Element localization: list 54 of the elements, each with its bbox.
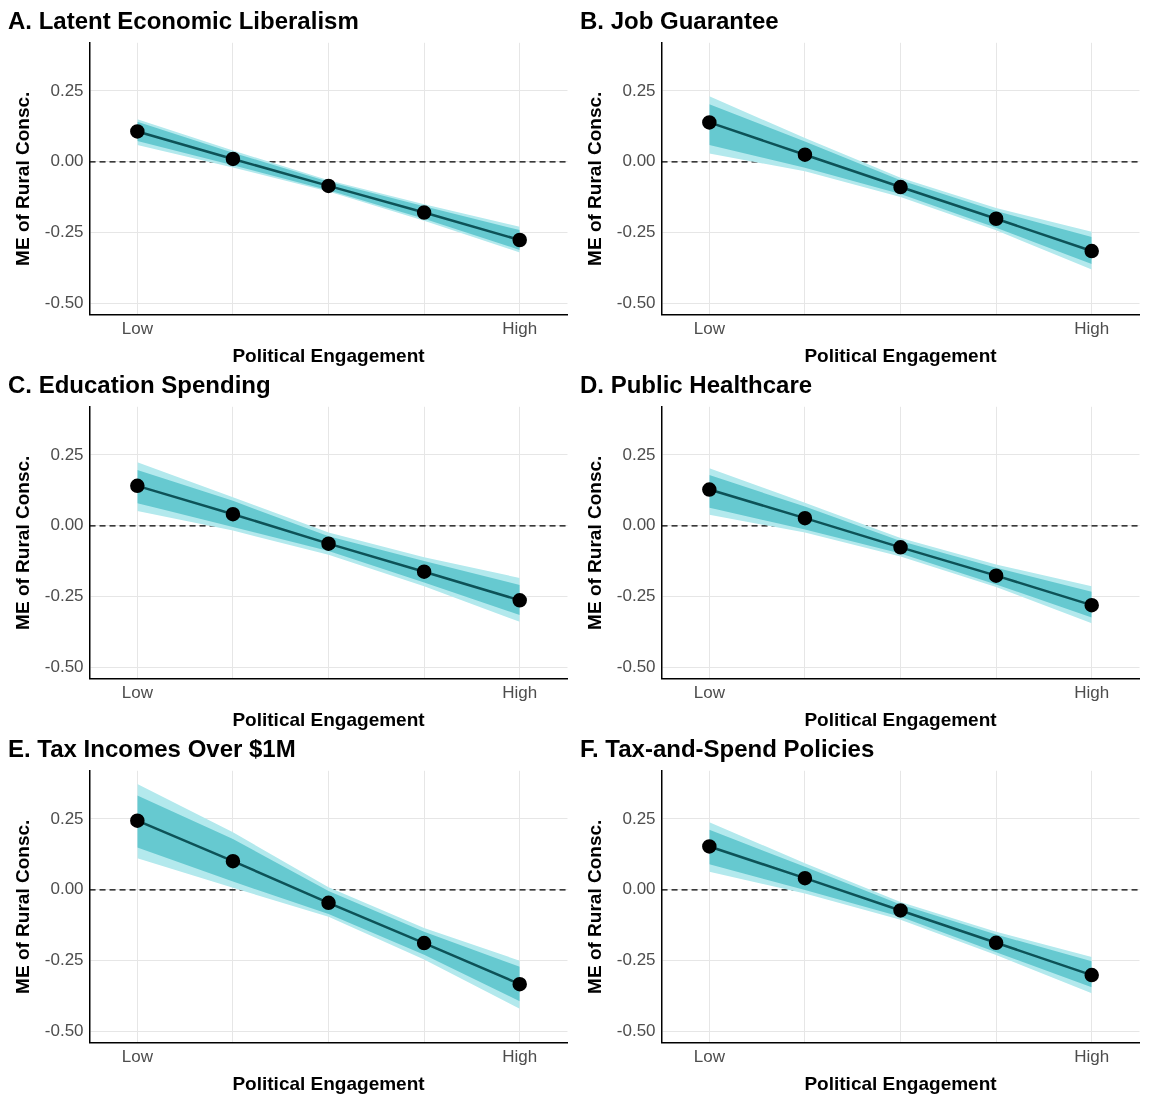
x-axis-title: Political Engagement bbox=[804, 708, 998, 730]
x-tick-label: High bbox=[1074, 1046, 1110, 1066]
y-tick-label: -0.50 bbox=[616, 1021, 656, 1041]
chart-title: F. Tax-and-Spend Policies bbox=[580, 735, 875, 763]
y-tick-label: 0.25 bbox=[50, 80, 84, 100]
y-tick-label: 0.00 bbox=[622, 879, 656, 899]
y-tick-label: 0.00 bbox=[50, 515, 84, 535]
y-tick-label: -0.50 bbox=[44, 657, 84, 677]
x-tick-label: Low bbox=[693, 1046, 726, 1066]
y-axis-title: ME of Rural Consc. bbox=[583, 91, 605, 266]
y-tick-label: 0.25 bbox=[622, 444, 656, 464]
y-axis-title: ME of Rural Consc. bbox=[11, 819, 33, 994]
y-tick-label: 0.25 bbox=[50, 808, 84, 828]
x-axis-title: Political Engagement bbox=[804, 344, 998, 366]
y-tick-label: 0.25 bbox=[622, 80, 656, 100]
x-tick-label: Low bbox=[693, 318, 726, 338]
y-tick-label: -0.25 bbox=[44, 222, 84, 242]
x-tick-label: High bbox=[502, 1046, 538, 1066]
y-tick-label: -0.25 bbox=[616, 222, 656, 242]
y-tick-label: -0.25 bbox=[616, 950, 656, 970]
y-tick-label: 0.00 bbox=[50, 879, 84, 899]
x-tick-label: High bbox=[502, 318, 538, 338]
x-axis-title: Political Engagement bbox=[232, 1072, 426, 1094]
y-tick-label: -0.25 bbox=[616, 586, 656, 606]
y-tick-label: 0.00 bbox=[50, 151, 84, 171]
y-tick-label: 0.25 bbox=[50, 444, 84, 464]
chart-title: B. Job Guarantee bbox=[580, 7, 779, 35]
chart-title: C. Education Spending bbox=[8, 371, 271, 399]
y-axis-title: ME of Rural Consc. bbox=[11, 455, 33, 630]
y-tick-label: -0.50 bbox=[616, 657, 656, 677]
y-tick-label: -0.50 bbox=[44, 293, 84, 313]
y-axis-title: ME of Rural Consc. bbox=[583, 455, 605, 630]
chart-title: D. Public Healthcare bbox=[580, 371, 813, 399]
y-tick-label: 0.00 bbox=[622, 515, 656, 535]
y-tick-label: 0.25 bbox=[622, 808, 656, 828]
chart-title: E. Tax Incomes Over $1M bbox=[8, 735, 296, 763]
x-axis-title: Political Engagement bbox=[804, 1072, 998, 1094]
y-tick-label: -0.25 bbox=[44, 950, 84, 970]
x-axis-title: Political Engagement bbox=[232, 344, 426, 366]
x-axis-title: Political Engagement bbox=[232, 708, 426, 730]
y-tick-label: -0.50 bbox=[44, 1021, 84, 1041]
x-tick-label: Low bbox=[121, 682, 154, 702]
x-tick-label: Low bbox=[121, 1046, 154, 1066]
y-axis-title: ME of Rural Consc. bbox=[583, 819, 605, 994]
x-tick-label: High bbox=[1074, 318, 1110, 338]
x-tick-label: High bbox=[1074, 682, 1110, 702]
y-tick-label: -0.25 bbox=[44, 586, 84, 606]
y-tick-label: -0.50 bbox=[616, 293, 656, 313]
y-axis-title: ME of Rural Consc. bbox=[11, 91, 33, 266]
chart-title: A. Latent Economic Liberalism bbox=[8, 7, 359, 35]
x-tick-label: Low bbox=[693, 682, 726, 702]
x-tick-label: High bbox=[502, 682, 538, 702]
x-tick-label: Low bbox=[121, 318, 154, 338]
y-tick-label: 0.00 bbox=[622, 151, 656, 171]
